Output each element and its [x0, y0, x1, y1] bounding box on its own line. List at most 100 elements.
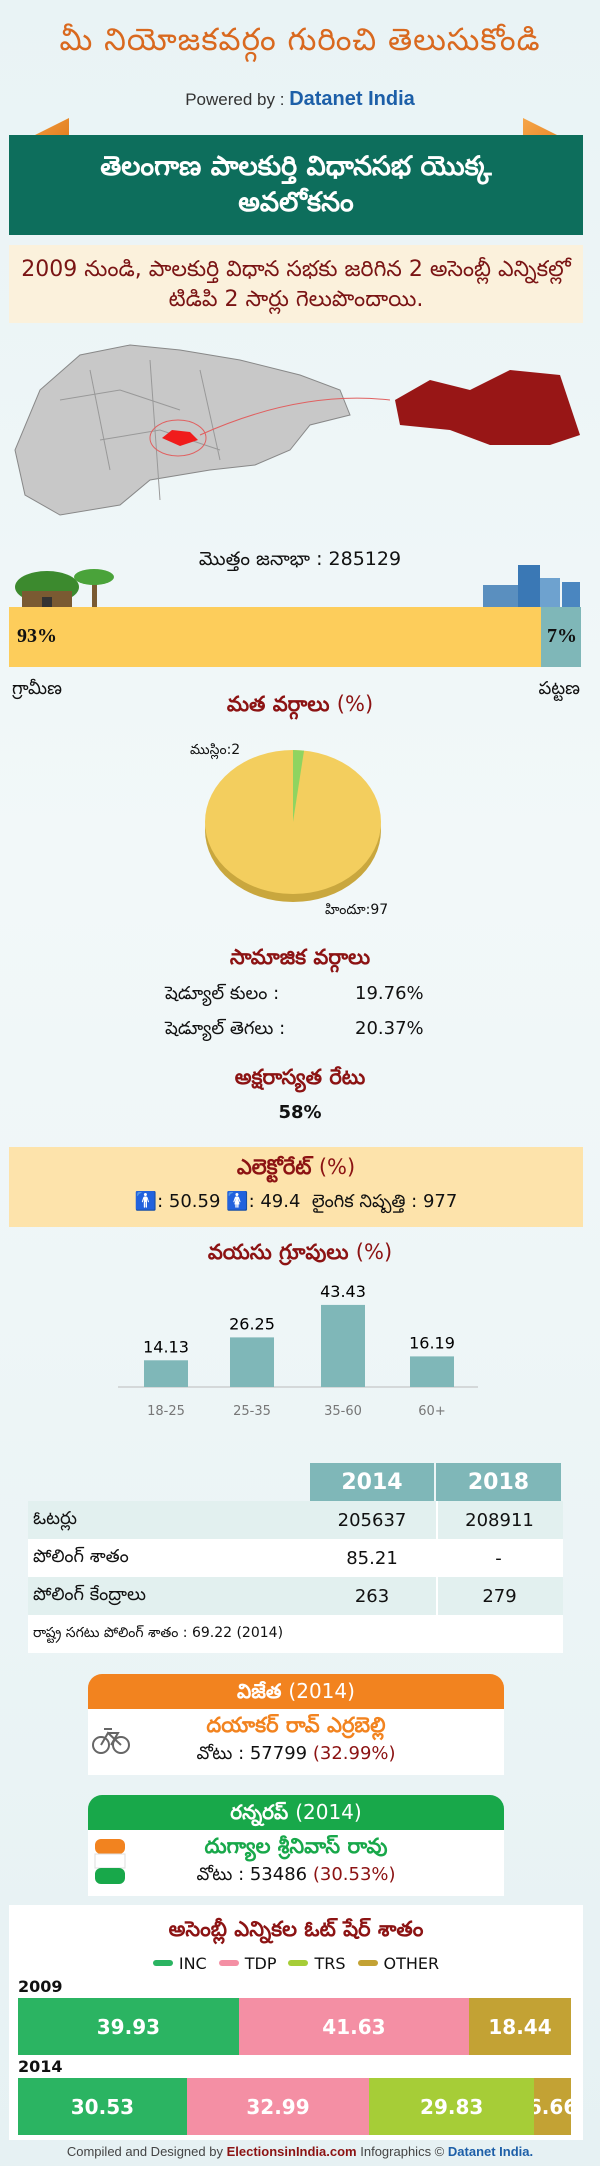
- electorate-box: ఎలెక్టోరేట్ (%) 🚹: 50.59 🚺: 49.4 లైంగిక …: [9, 1147, 583, 1227]
- age-bar-60+: [410, 1356, 454, 1387]
- year-label-2009: 2009: [18, 1977, 63, 1996]
- age-unit: (%): [355, 1240, 393, 1264]
- footer-middle: Infographics ©: [360, 2144, 445, 2159]
- vote-share-bar-2014: 30.53 32.99 29.83 6.66: [18, 2078, 571, 2135]
- male-icon: 🚹: [134, 1191, 158, 1212]
- hindu-label: హిందూ:97: [325, 902, 389, 918]
- total-population: మొత్తం జనాభా : 285129: [198, 548, 402, 570]
- legend-swatch: [152, 1960, 173, 1966]
- vote-share-title: అసెంబ్లీ ఎన్నికల ఓట్ షేర్ శాతం: [168, 1917, 424, 1941]
- age-category-label: 18-25: [147, 1404, 185, 1419]
- electorate-title-text: ఎలెక్టోరేట్: [236, 1155, 312, 1179]
- pie-slice-muslim: [293, 750, 305, 822]
- religion-unit: (%): [336, 692, 374, 716]
- age-chart: 14.13 18-25 26.25 25-35 43.43 35-60 16.19 60+: [118, 1282, 478, 1419]
- year-label-2014: 2014: [18, 2057, 63, 2076]
- legend-tdp: TDP: [218, 1954, 276, 1973]
- runnerup-card: దుగ్యాల శ్రీనివాస్ రావు వోటు : 53486 (30…: [88, 1830, 504, 1896]
- powered-by: Powered by : Datanet India: [0, 88, 600, 111]
- segment-2014-tdp: 32.99: [186, 2078, 370, 2135]
- legend-swatch: [357, 1960, 378, 1966]
- age-category-label: 35-60: [324, 1404, 362, 1419]
- cell-2014: 263: [354, 1585, 390, 1607]
- age-bar-18-25: [144, 1360, 188, 1387]
- rural-label: గ్రామీణ: [12, 678, 62, 699]
- bicycle-icon: [92, 1728, 130, 1754]
- segment-2014-trs: 29.83: [369, 2078, 535, 2135]
- urban-label: పట్టణ: [538, 678, 580, 699]
- age-value-label: 26.25: [229, 1314, 275, 1333]
- age-value-label: 16.19: [409, 1333, 455, 1352]
- state-avg-note: రాష్ట్ర సగటు పోలింగ్ శాతం : 69.22 (2014): [28, 1615, 563, 1653]
- female-icon: 🚺: [226, 1191, 249, 1212]
- page-title: మీ నియోజకవర్గం గురించి తెలుసుకోండి: [59, 22, 541, 58]
- village-icon: [15, 569, 114, 609]
- cell-2014: 205637: [337, 1509, 407, 1531]
- header-2014: 2014: [310, 1463, 434, 1501]
- row-label: పోలింగ్ కేంద్రాలు: [33, 1583, 146, 1605]
- electorate-unit: (%): [318, 1155, 356, 1179]
- segment-2009-inc: 39.93: [18, 1998, 239, 2055]
- st-value: 20.37%: [355, 1018, 424, 1039]
- urban-segment: 7%: [540, 607, 581, 667]
- district-enlarged: [395, 370, 580, 445]
- age-bar-35-60: [321, 1304, 365, 1387]
- summary-text: 2009 నుండి, పాలకుర్తి విధాన సభకు జరిగిన …: [9, 245, 583, 323]
- runnerup-title: రన్నరప్: [230, 1800, 289, 1824]
- segment-2009-other: 18.44: [469, 1998, 571, 2055]
- segment-2014-inc: 30.53: [18, 2078, 187, 2135]
- runnerup-pct: (30.53%): [312, 1864, 396, 1885]
- legend-other: OTHER: [357, 1954, 439, 1973]
- vote-share-panel: అసెంబ్లీ ఎన్నికల ఓట్ షేర్ శాతం INC TDP TRS…: [9, 1905, 583, 2140]
- muslim-label: ముస్లిం:2: [190, 742, 241, 758]
- legend-inc: INC: [152, 1954, 207, 1973]
- winner-name: దయాకర్ రావ్ ఎర్రబెల్లి: [206, 1713, 386, 1737]
- st-label: షెడ్యూల్ తెగలు :: [165, 1018, 286, 1039]
- winner-card: దయాకర్ రావ్ ఎర్రబెల్లి వోటు : 57799 (32.…: [88, 1709, 504, 1775]
- age-value-label: 14.13: [143, 1337, 189, 1356]
- row-label: పోలింగ్ శాతం: [33, 1545, 129, 1567]
- winner-title: విజేత: [237, 1679, 282, 1703]
- age-value-label: 43.43: [320, 1282, 366, 1301]
- city-icon: [483, 565, 580, 608]
- header-2018: 2018: [436, 1463, 561, 1501]
- state-map: [14, 344, 351, 516]
- legend-swatch: [218, 1960, 239, 1966]
- religion-title-text: మత వర్గాలు: [226, 692, 330, 716]
- cell-2018: 208911: [436, 1501, 561, 1539]
- cell-2014: 85.21: [346, 1547, 398, 1569]
- age-bar-25-35: [230, 1337, 274, 1387]
- footer: Compiled and Designed by ElectionsinIndi…: [0, 2144, 600, 2159]
- sc-value: 19.76%: [355, 983, 424, 1004]
- table-row: ఓటర్లు 205637 208911: [28, 1501, 563, 1539]
- winner-votes: వోటు : 57799: [196, 1743, 308, 1764]
- runnerup-name: దుగ్యాల శ్రీనివాస్ రావు: [204, 1834, 388, 1858]
- religion-title: మత వర్గాలు (%): [0, 692, 600, 722]
- runnerup-header: రన్నరప్ (2014): [88, 1795, 504, 1830]
- segment-2014-other: 6.66: [534, 2078, 571, 2135]
- legend-trs: TRS: [288, 1954, 346, 1973]
- vote-share-legend: INC TDP TRS OTHER: [9, 1951, 583, 1973]
- literacy-title: అక్షరాస్యత రేటు: [234, 1065, 366, 1089]
- footer-brand1: ElectionsinIndia.com: [226, 2144, 357, 2159]
- hand-icon: [94, 1839, 126, 1884]
- sex-ratio: లైంగిక నిష్పత్తి : 977: [311, 1191, 458, 1212]
- table-row: పోలింగ్ శాతం 85.21 -: [28, 1539, 563, 1577]
- vote-share-bar-2009: 39.93 41.63 18.44: [18, 1998, 571, 2055]
- powered-brand: Datanet India: [289, 88, 415, 110]
- constituency-banner: తెలంగాణ పాలకుర్తి విధానసభ యొక్క అవలోకనం: [9, 135, 583, 235]
- runnerup-votes: వోటు : 53486: [196, 1864, 308, 1885]
- rural-pct: 93%: [17, 625, 57, 647]
- rural-urban-bar: 93% 7%: [9, 607, 581, 667]
- footer-brand2: Datanet India.: [447, 2144, 534, 2159]
- cell-2018: -: [495, 1547, 502, 1569]
- literacy-value: 58%: [278, 1102, 322, 1123]
- age-title-text: వయసు గ్రూపులు: [207, 1240, 349, 1264]
- highlight-district: [162, 430, 198, 446]
- powered-prefix: Powered by :: [185, 90, 285, 109]
- constituency-map: [14, 344, 580, 516]
- winner-pct: (32.99%): [312, 1743, 396, 1764]
- male-pct: : 50.59: [157, 1191, 221, 1212]
- urban-pct: 7%: [547, 625, 577, 647]
- age-category-label: 60+: [418, 1404, 445, 1419]
